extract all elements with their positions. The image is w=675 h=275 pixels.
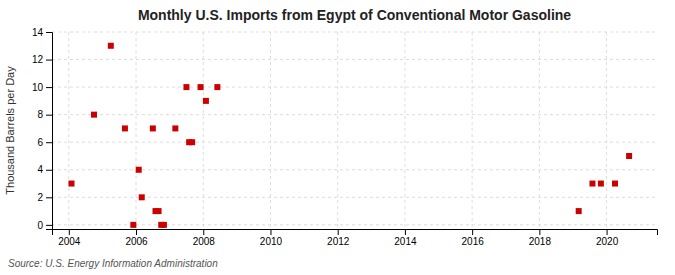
y-axis-line (46, 33, 53, 230)
point (626, 153, 632, 159)
x-tick-mark (405, 229, 406, 235)
x-tick-label: 2004 (58, 236, 81, 247)
points (68, 43, 632, 228)
point (130, 222, 136, 228)
source-note: Source: U.S. Energy Information Administ… (8, 258, 218, 269)
y-tick-mark (46, 32, 52, 33)
point (576, 208, 582, 214)
y-tick-label: 12 (32, 54, 44, 65)
x-tick-label: 2016 (462, 236, 485, 247)
grid-line-y (52, 224, 657, 225)
y-tick: 2 (37, 192, 52, 203)
grid-line-x (606, 32, 607, 229)
y-tick: 12 (32, 54, 52, 65)
chart: 2004 2006 2008 2010 2012 2014 2016 2018 2020 0 2 4 6… (0, 0, 675, 275)
point (214, 84, 220, 90)
x-tick: 2010 (260, 229, 283, 247)
x-tick-mark (607, 229, 608, 235)
x-tick-mark (270, 229, 271, 235)
x-tick-mark (539, 229, 540, 235)
grid-line-x (68, 32, 69, 229)
y-axis: 0 2 4 6 8 10 12 14 (32, 27, 53, 231)
point (161, 222, 167, 228)
grid-line-x (203, 32, 204, 229)
y-tick-label: 6 (37, 137, 43, 148)
grid-line-x (136, 32, 137, 229)
x-axis: 2004 2006 2008 2010 2012 2014 2016 2018 2020 (53, 229, 658, 247)
point (122, 125, 128, 131)
grid-line-y (52, 142, 657, 143)
y-axis-title: Thousand Barrels per Day (4, 66, 16, 195)
y-tick: 4 (37, 164, 52, 175)
x-tick-label: 2010 (260, 236, 283, 247)
x-tick-mark (203, 229, 204, 235)
point (198, 84, 204, 90)
y-tick-label: 0 (37, 220, 43, 231)
x-tick-mark (69, 229, 70, 235)
point (612, 181, 618, 187)
grid-line-y (52, 59, 657, 60)
x-tick-label: 2014 (394, 236, 417, 247)
point (91, 112, 97, 118)
x-tick-mark (338, 229, 339, 235)
grid-line-x (404, 32, 405, 229)
point (203, 98, 209, 104)
y-tick: 8 (37, 109, 52, 120)
y-tick-mark (46, 170, 52, 171)
x-tick: 2014 (394, 229, 417, 247)
x-tick: 2018 (529, 229, 552, 247)
x-tick: 2004 (58, 229, 81, 247)
y-tick-label: 2 (37, 192, 43, 203)
y-tick: 0 (37, 220, 52, 231)
point (139, 194, 145, 200)
y-tick-mark (46, 60, 52, 61)
x-tick: 2006 (125, 229, 148, 247)
grid-line-x (539, 32, 540, 229)
x-tick: 2012 (327, 229, 350, 247)
point (68, 181, 74, 187)
grid-line-y (52, 87, 657, 88)
point (589, 181, 595, 187)
x-tick-mark (136, 229, 137, 235)
grid-line-y (52, 169, 657, 170)
y-tick-label: 14 (32, 27, 44, 38)
y-tick-mark (46, 87, 52, 88)
y-tick-label: 8 (37, 109, 43, 120)
point (189, 139, 195, 145)
x-tick-label: 2018 (529, 236, 552, 247)
grid-line-x (270, 32, 271, 229)
y-tick: 14 (32, 27, 52, 38)
y-tick-mark (46, 115, 52, 116)
point (172, 125, 178, 131)
point (156, 208, 162, 214)
grid-line-x (337, 32, 338, 229)
y-tick: 10 (32, 82, 52, 93)
plot: 2004 2006 2008 2010 2012 2014 2016 2018 2020 0 2 4 6… (32, 27, 658, 247)
x-axis-line (53, 230, 658, 236)
title: Monthly U.S. Imports from Egypt of Conve… (138, 7, 571, 23)
point (598, 181, 604, 187)
x-tick-label: 2020 (596, 236, 619, 247)
x-tick: 2020 (596, 229, 619, 247)
y-tick-label: 10 (32, 82, 44, 93)
grid-line-y (52, 32, 657, 33)
x-tick-label: 2012 (327, 236, 350, 247)
x-tick-label: 2008 (193, 236, 216, 247)
x-tick: 2016 (462, 229, 485, 247)
grid-line-y (52, 114, 657, 115)
x-tick-mark (472, 229, 473, 235)
grid-line-x (472, 32, 473, 229)
point (136, 167, 142, 173)
point (183, 84, 189, 90)
grid (52, 32, 657, 229)
y-tick-mark (46, 142, 52, 143)
y-tick-mark (46, 225, 52, 226)
point (108, 43, 114, 49)
y-tick-label: 4 (37, 164, 43, 175)
y-tick: 6 (37, 137, 52, 148)
x-tick: 2008 (193, 229, 216, 247)
x-tick-label: 2006 (125, 236, 148, 247)
y-tick-mark (46, 197, 52, 198)
point (150, 125, 156, 131)
